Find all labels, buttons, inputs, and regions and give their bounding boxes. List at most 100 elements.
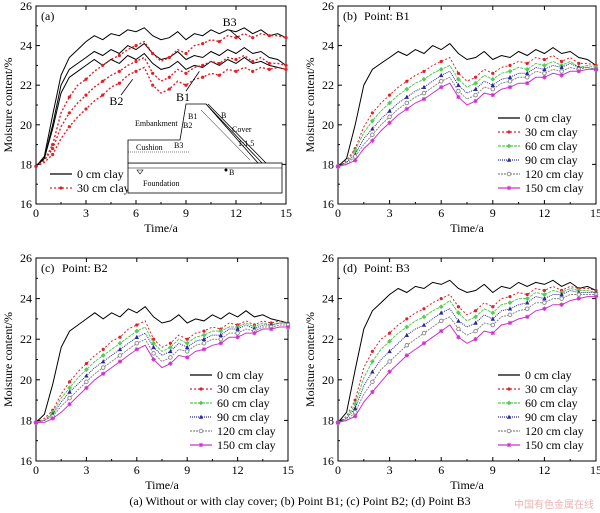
- annotation-leader: [229, 29, 242, 40]
- data-point: [184, 51, 188, 56]
- y-tick-label: 24: [322, 39, 334, 53]
- data-point: [151, 83, 155, 87]
- data-point: [439, 297, 443, 301]
- watermark: 中国有色金属在线: [514, 500, 594, 511]
- data-point: [542, 57, 547, 62]
- data-point: [507, 78, 513, 84]
- data-point: [33, 420, 39, 425]
- data-point: [134, 341, 140, 346]
- panel-title: Point: B3: [364, 261, 410, 275]
- x-axis-title: Time/a: [450, 478, 484, 492]
- legend-entry: 0 cm clay: [525, 111, 572, 125]
- legend-marker: [198, 428, 204, 434]
- data-point: [370, 126, 375, 131]
- figure-caption: (a) Without or with clay cover; (b) Poin…: [129, 494, 471, 508]
- data-point: [593, 294, 599, 299]
- data-point: [117, 353, 123, 358]
- legend-entry: 60 cm clay: [525, 139, 578, 153]
- data-point: [388, 93, 392, 97]
- data-point: [201, 347, 207, 352]
- data-point: [218, 328, 224, 334]
- data-point: [404, 106, 409, 112]
- data-point: [151, 51, 155, 56]
- data-point: [267, 67, 271, 71]
- legend-entry: 120 cm clay: [525, 424, 584, 438]
- data-point: [473, 320, 478, 325]
- data-point: [421, 96, 427, 102]
- inset-cover-line: [205, 103, 263, 164]
- legend-entry: 60 cm clay: [525, 396, 578, 410]
- legend-entry: 150 cm clay: [525, 438, 584, 452]
- data-point: [439, 84, 444, 90]
- data-point: [507, 68, 513, 74]
- y-tick-label: 18: [322, 413, 334, 427]
- data-point: [422, 69, 426, 73]
- water-table-icon: [136, 169, 144, 175]
- data-point: [370, 118, 375, 124]
- data-point: [490, 76, 496, 82]
- data-point: [593, 67, 599, 72]
- data-point: [101, 347, 105, 351]
- x-tick-label: 3: [83, 206, 89, 220]
- data-point: [439, 72, 444, 78]
- data-point: [542, 71, 547, 76]
- inset-cover-line: [207, 103, 267, 164]
- panel-title: Point: B2: [62, 261, 108, 275]
- data-point: [508, 63, 512, 67]
- y-tick-label: 26: [20, 0, 32, 13]
- legend-marker: [506, 143, 512, 149]
- data-point: [524, 75, 530, 80]
- data-point: [335, 420, 341, 425]
- data-point: [456, 82, 461, 87]
- data-point: [218, 341, 223, 346]
- data-point: [267, 34, 271, 38]
- data-point: [202, 329, 206, 333]
- inset-cushion-line: [200, 109, 251, 161]
- inset-point-label: B: [221, 111, 226, 120]
- data-point: [84, 107, 88, 111]
- data-point: [201, 332, 207, 338]
- data-point: [542, 63, 547, 68]
- data-point: [438, 66, 444, 72]
- x-tick-label: 6: [133, 206, 139, 220]
- data-point: [84, 373, 89, 378]
- panel-label: (d): [343, 261, 357, 275]
- data-point: [421, 341, 427, 346]
- legend-entry: 150 cm clay: [525, 181, 584, 195]
- data-point: [576, 69, 581, 74]
- x-axis-title: Time/a: [145, 478, 179, 492]
- y-tick-label: 24: [20, 292, 32, 306]
- series-line-60-cm-clay: [35, 322, 288, 423]
- data-point: [84, 77, 88, 81]
- data-point: [525, 61, 529, 66]
- y-tick-label: 26: [322, 251, 334, 265]
- data-point: [490, 92, 495, 98]
- data-point: [456, 71, 460, 75]
- data-point: [370, 389, 375, 395]
- data-point: [184, 349, 190, 354]
- data-point: [439, 59, 443, 64]
- y-tick-label: 18: [20, 413, 32, 427]
- data-point: [370, 359, 375, 364]
- data-point: [168, 348, 173, 354]
- data-point: [473, 314, 478, 320]
- series-line-60-cm-clay: [337, 287, 597, 423]
- data-point: [507, 74, 513, 80]
- panel-label: (c): [41, 261, 54, 275]
- annotation-leader: [120, 79, 133, 96]
- data-point: [335, 164, 341, 169]
- data-point: [456, 94, 461, 100]
- data-point: [185, 337, 189, 341]
- data-point: [201, 75, 205, 79]
- data-point: [474, 75, 478, 79]
- data-point: [235, 326, 240, 331]
- data-point: [134, 347, 139, 352]
- data-point: [490, 330, 495, 336]
- data-point: [118, 335, 122, 339]
- annotation-leader: [185, 71, 200, 92]
- y-tick-label: 18: [322, 157, 334, 171]
- data-point: [576, 292, 582, 297]
- data-point: [507, 84, 513, 90]
- series-line-0-cm-clay: [337, 279, 597, 423]
- data-point: [185, 344, 190, 350]
